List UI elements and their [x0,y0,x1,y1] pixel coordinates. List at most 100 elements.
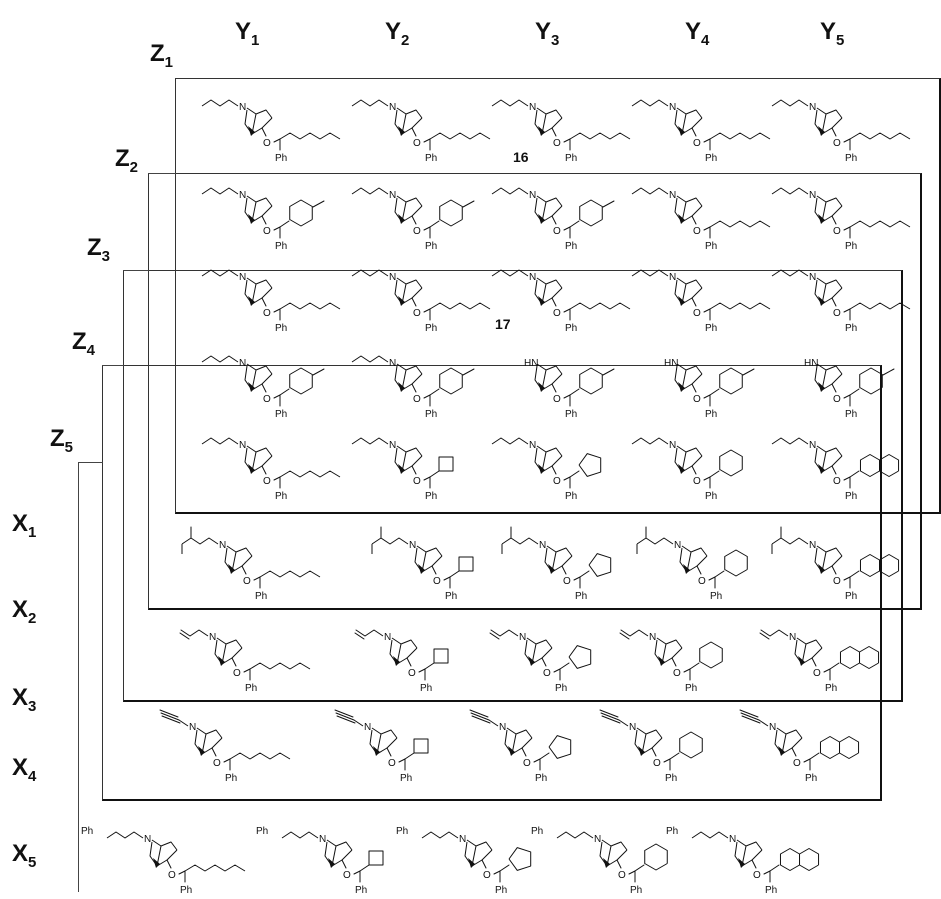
structure-x4c2: N O Ph [315,709,465,784]
nitrogen-label: N [594,834,601,845]
column-header-y2-index: 2 [401,32,410,49]
structure-x4c4: N O Ph [580,709,730,784]
nitrogen-label: N [674,540,681,551]
structure-icon: N O Ph [469,709,572,784]
structure-icon: N O Ph [201,187,325,252]
oxygen-label: O [553,476,561,487]
structure-icon: N O Ph [201,269,341,334]
phenyl-label: Ph [845,491,857,502]
nitrogen-label: N [409,540,416,551]
nitrogen-label: N [459,834,466,845]
oxygen-label: O [413,476,421,487]
oxygen-label: O [753,870,761,881]
structure-icon: N O Ph [351,99,491,164]
structure-r3c2: N O Ph [340,262,491,334]
structure-r2c5: N O Ph [760,180,911,252]
structure-icon: N Ph O Ph [531,826,668,896]
row-label-x3: X3 [12,686,37,715]
row-label-x3-index: 3 [28,698,37,715]
phenyl-label: Ph [275,153,287,164]
oxygen-label: O [553,226,561,237]
structure-icon: N O Ph [599,709,703,784]
structure-icon: N O Ph [201,355,325,420]
column-header-y3-index: 3 [551,32,560,49]
phenyl-label: Ph [420,683,432,694]
nitrogen-label: N [189,722,196,733]
oxygen-label: O [233,668,241,679]
structure-r3c4: N O Ph [620,262,771,334]
oxygen-label: O [833,226,841,237]
oxygen-label: O [263,226,271,237]
oxygen-label: O [413,226,421,237]
structure-icon: N O Ph [489,629,592,694]
oxygen-label: O [833,308,841,319]
oxygen-label: O [263,394,271,405]
amine-label: HN [664,358,678,369]
phenyl-label: Ph [705,241,717,252]
phenyl-label: Ph [256,826,268,837]
structure-r3c3: N O Ph [480,262,631,334]
column-header-y5: Y5 [820,20,844,49]
structure-icon: N O Ph [351,355,475,420]
row-label-x2-index: 2 [28,610,37,627]
structure-x5c4: N Ph O Ph [531,824,695,896]
structure-r2c1: N O Ph [190,180,340,252]
phenyl-label: Ph [275,491,287,502]
structure-r4c4: HN O Ph [620,348,770,420]
structure-r1c3: N O Ph [480,92,631,164]
phenyl-label: Ph [845,323,857,334]
structure-icon: N Ph O Ph [666,826,820,896]
structure-x4c1: N O Ph [140,709,291,784]
column-header-y4-index: 4 [701,32,710,49]
structure-x3c3: N O Ph [470,622,620,694]
structure-icon: N O Ph [181,526,321,602]
phenyl-label: Ph [535,773,547,784]
amine-label: HN [524,358,538,369]
nitrogen-label: N [629,722,636,733]
oxygen-label: O [563,576,571,587]
structure-x3c4: N O Ph [600,622,750,694]
z-label-z4-index: 4 [86,342,96,359]
phenyl-label: Ph [495,885,507,896]
structure-x2c5: N O Ph [760,526,910,602]
oxygen-label: O [618,870,626,881]
nitrogen-label: N [219,540,226,551]
oxygen-label: O [693,308,701,319]
phenyl-label: Ph [710,591,722,602]
structure-icon: N O Ph [631,187,771,252]
phenyl-label: Ph [565,491,577,502]
phenyl-label: Ph [575,591,587,602]
structure-r5c5: N O Ph [760,430,910,502]
phenyl-label: Ph [555,683,567,694]
oxygen-label: O [263,476,271,487]
phenyl-label: Ph [845,241,857,252]
structure-icon: N Ph O Ph [256,826,384,896]
nitrogen-label: N [669,272,676,283]
phenyl-label: Ph [275,323,287,334]
phenyl-label: Ph [565,323,577,334]
oxygen-label: O [698,576,706,587]
nitrogen-label: N [809,102,816,113]
oxygen-label: O [213,758,221,769]
phenyl-label: Ph [425,409,437,420]
z-label-z3-index: 3 [101,248,111,265]
structure-x5c2: N Ph O Ph [256,824,420,896]
row-label-x4: X4 [12,756,36,785]
oxygen-label: O [833,394,841,405]
phenyl-label: Ph [705,491,717,502]
structure-x5c3: N Ph O Ph [396,824,560,896]
structure-icon: N O Ph [491,269,631,334]
phenyl-label: Ph [805,773,817,784]
nitrogen-label: N [239,358,246,369]
phenyl-label: Ph [825,683,837,694]
oxygen-label: O [388,758,396,769]
oxygen-label: O [413,138,421,149]
phenyl-label: Ph [630,885,642,896]
oxygen-label: O [343,870,351,881]
phenyl-label: Ph [425,153,437,164]
nitrogen-label: N [669,440,676,451]
z-label-z4: Z4 [72,330,96,359]
nitrogen-label: N [389,440,396,451]
oxygen-label: O [693,394,701,405]
oxygen-label: O [263,308,271,319]
